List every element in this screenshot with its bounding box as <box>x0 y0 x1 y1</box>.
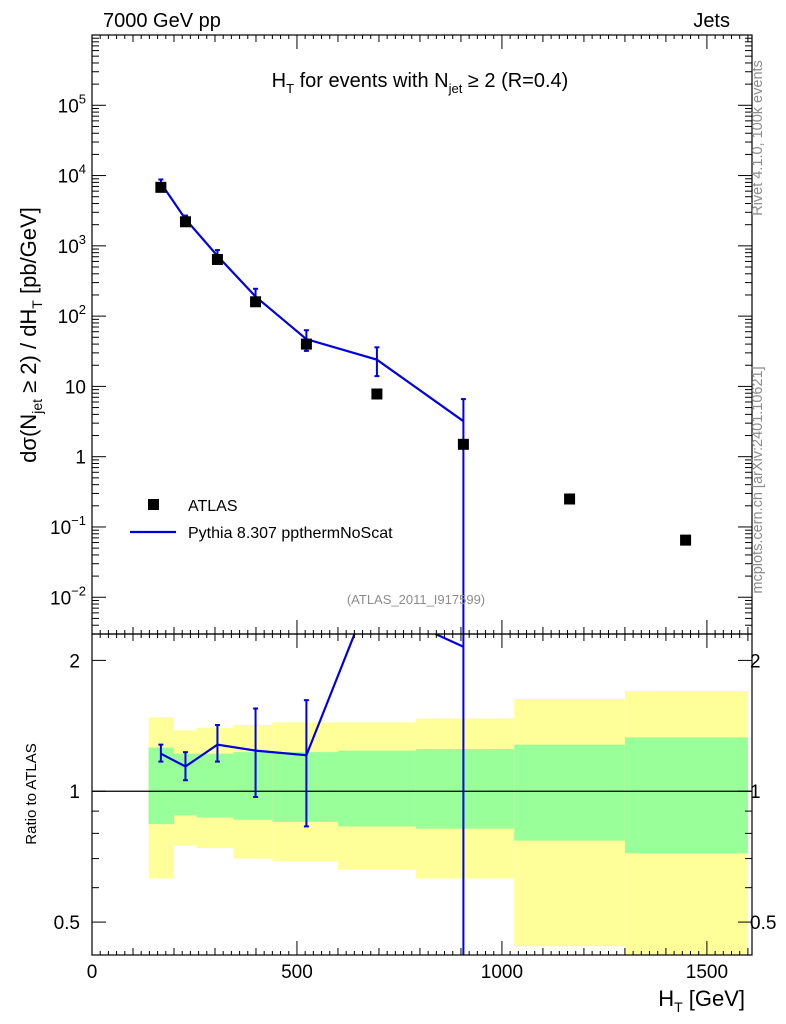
ratio-y-tick-label-right-1: 1 <box>750 782 761 803</box>
ratio-band-inner-3 <box>233 752 273 820</box>
mc-ratio-line <box>160 634 356 768</box>
ratio-band-inner-7 <box>514 744 625 841</box>
atlas-point-6 <box>457 438 469 450</box>
mc-ratio-line-return <box>435 634 464 648</box>
x-tick-label-3: 1500 <box>686 962 728 983</box>
legend-marker-atlas <box>148 499 159 510</box>
ratio-y-tick-label-right-2: 2 <box>750 651 761 672</box>
rivet-label: Rivet 4.1.0, 100k events <box>750 60 766 216</box>
x-tick-label-0: 0 <box>87 962 98 983</box>
ratio-band-inner-2 <box>196 753 234 818</box>
main-y-tick-label-1: 10−1 <box>50 513 86 539</box>
x-tick-labels: 0 500 1000 1500 <box>87 962 728 983</box>
legend: ATLAS Pythia 8.307 ppthermNoScat <box>130 498 393 542</box>
ratio-y-tick-labels: 0.5 0.5 1 1 2 2 <box>54 651 777 934</box>
main-y-tick-labels: 10−2 10−1 1 10 102 103 104 105 <box>50 91 86 609</box>
main-y-axis-label: dσ(Njet ≥ 2) / dHT [pb/GeV] <box>16 207 45 463</box>
header-right: Jets <box>693 10 730 32</box>
ratio-ticks <box>91 634 752 955</box>
x-axis-label: HT [GeV] <box>658 986 745 1015</box>
main-panel: 10−2 10−1 1 10 102 103 104 105 HT for events wi… <box>16 34 753 635</box>
atlas-point-2 <box>211 253 223 265</box>
main-y-tick-label-3: 10 <box>65 377 86 398</box>
atlas-point-3 <box>250 296 262 308</box>
ratio-y-tick-label-left-0: 0.5 <box>54 913 80 934</box>
ratio-y-tick-label-left-2: 2 <box>69 651 80 672</box>
analysis-id: (ATLAS_2011_I917599) <box>347 592 485 607</box>
header-left: 7000 GeV pp <box>103 10 221 32</box>
chart-title: HT for events with Njet ≥ 2 (R=0.4) <box>272 70 569 96</box>
x-tick-label-2: 1000 <box>481 962 523 983</box>
main-data-layer <box>155 178 692 634</box>
ratio-band-inner-6 <box>415 749 515 829</box>
ratio-band-inner-1 <box>173 753 197 816</box>
atlas-point-7 <box>564 493 576 505</box>
legend-label-pythia: Pythia 8.307 ppthermNoScat <box>188 525 393 542</box>
main-y-tick-label-7: 105 <box>58 91 86 117</box>
ratio-y-tick-label-left-1: 1 <box>69 782 80 803</box>
atlas-point-1 <box>179 216 191 228</box>
main-y-tick-label-4: 102 <box>58 302 86 328</box>
main-y-tick-label-5: 103 <box>58 232 86 258</box>
main-y-tick-label-0: 10−2 <box>50 583 86 609</box>
atlas-point-0 <box>155 181 167 193</box>
ratio-y-tick-label-right-0: 0.5 <box>750 913 776 934</box>
ratio-data-layer <box>92 634 752 955</box>
main-frame <box>91 34 753 635</box>
mc-line <box>159 182 465 423</box>
ratio-frame <box>91 633 753 956</box>
main-y-tick-label-6: 104 <box>58 162 86 188</box>
mcplots-label: mcplots.cern.ch [arXiv:2401.10621] <box>750 366 766 593</box>
atlas-point-5 <box>371 388 383 400</box>
atlas-point-8 <box>680 534 692 546</box>
x-tick-label-1: 500 <box>281 962 313 983</box>
ratio-band-inner-8 <box>624 737 748 854</box>
ratio-y-axis-label: Ratio to ATLAS <box>23 743 40 844</box>
ratio-band-inner-5 <box>337 750 416 827</box>
main-y-tick-label-2: 1 <box>75 448 86 469</box>
ratio-band-inner-4 <box>272 752 338 822</box>
ratio-panel: 0.5 0.5 1 1 2 2 0 500 1000 1500 Ratio to ATLAS H… <box>23 633 777 1015</box>
legend-label-atlas: ATLAS <box>188 498 238 515</box>
atlas-point-4 <box>300 338 312 350</box>
main-ticks <box>91 34 752 635</box>
